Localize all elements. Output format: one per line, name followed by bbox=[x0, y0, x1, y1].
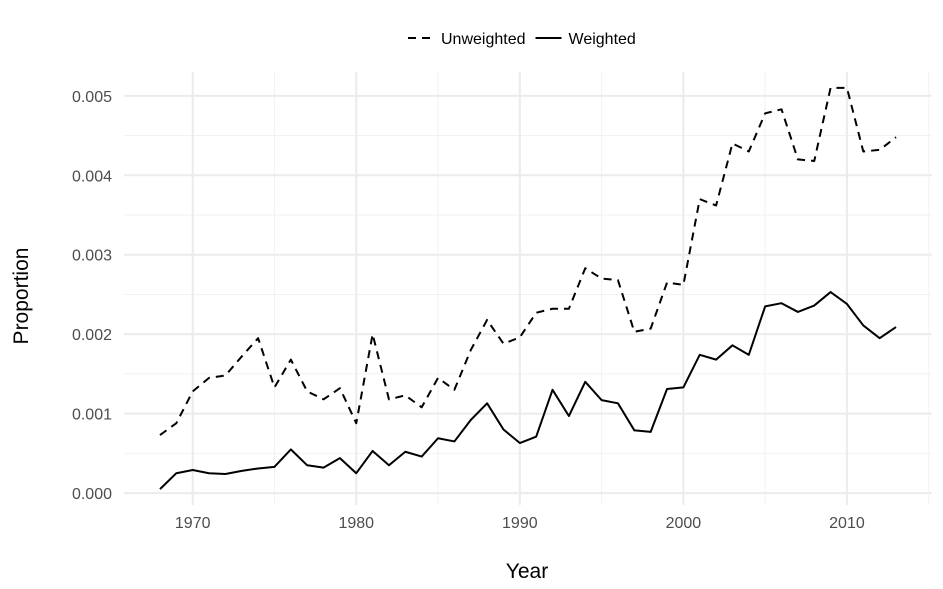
minor-gridlines bbox=[124, 72, 932, 505]
x-axis-title: Year bbox=[506, 560, 548, 583]
legend-label-unweighted: Unweighted bbox=[441, 31, 526, 48]
y-tick-label: 0.003 bbox=[72, 248, 112, 265]
y-tick-label: 0.001 bbox=[72, 407, 112, 424]
x-axis-tick-labels: 1970 1980 1990 2000 2010 bbox=[175, 515, 865, 532]
y-tick-label: 0.005 bbox=[72, 89, 112, 106]
series-lines bbox=[159, 86, 897, 490]
series-line-weighted bbox=[159, 291, 897, 490]
x-tick-label: 1980 bbox=[338, 515, 374, 532]
legend: Unweighted Weighted bbox=[408, 31, 636, 48]
x-tick-label: 1990 bbox=[502, 515, 538, 532]
major-gridlines bbox=[124, 72, 932, 505]
x-tick-label: 1970 bbox=[175, 515, 211, 532]
series-line-unweighted bbox=[159, 86, 897, 436]
y-axis-tick-labels: 0.000 0.001 0.002 0.003 0.004 0.005 bbox=[72, 89, 112, 503]
y-axis-title: Proportion bbox=[10, 248, 33, 345]
x-tick-label: 2000 bbox=[666, 515, 702, 532]
x-tick-label: 2010 bbox=[829, 515, 865, 532]
y-tick-label: 0.004 bbox=[72, 168, 112, 185]
y-tick-label: 0.002 bbox=[72, 327, 112, 344]
y-tick-label: 0.000 bbox=[72, 486, 112, 503]
legend-label-weighted: Weighted bbox=[569, 31, 636, 48]
